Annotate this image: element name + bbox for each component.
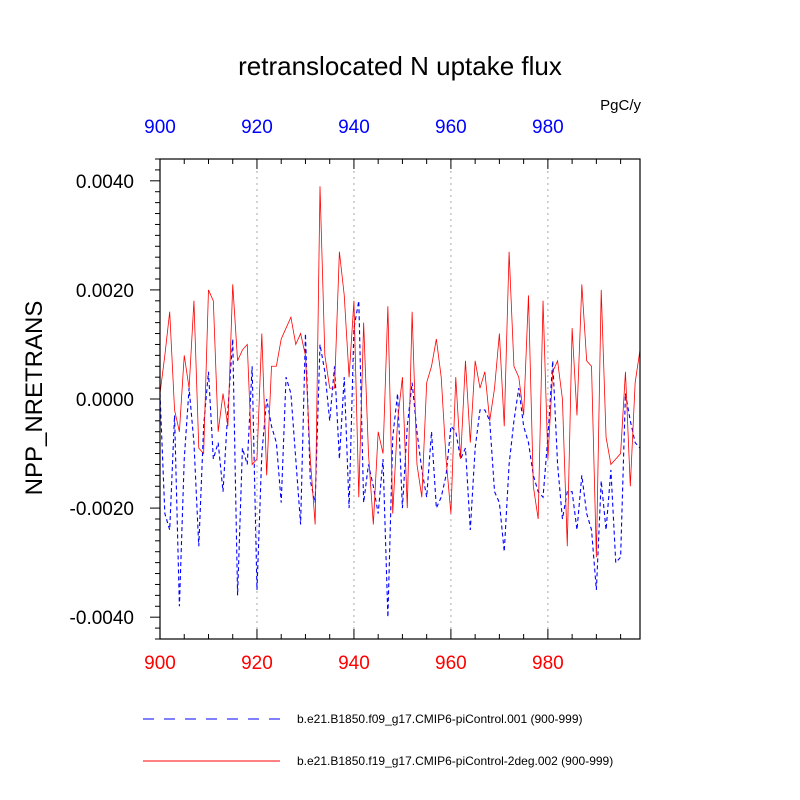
x-tick-label-top: 940 <box>338 117 370 138</box>
grid <box>256 159 549 639</box>
x-tick-label-bottom: 900 <box>144 653 176 674</box>
chart-title: retranslocated N uptake flux <box>238 51 562 81</box>
x-tick-label-top: 960 <box>435 117 467 138</box>
legend-label-2: b.e21.B1850.f19_g17.CMIP6-piControl-2deg… <box>297 754 613 768</box>
series-line-1 <box>159 300 641 618</box>
series-layer <box>159 186 641 618</box>
x-tick-label-top: 920 <box>241 117 273 138</box>
x-tick-label-bottom: 960 <box>435 653 467 674</box>
y-tick-label: 0.0040 <box>76 172 134 193</box>
axes: 900 900 920 920 940 940 960 960 980 980 -0.0040 -0.… <box>70 117 622 674</box>
series-line-2 <box>159 186 641 558</box>
legend: b.e21.B1850.f09_g17.CMIP6-piControl.001 … <box>143 712 613 768</box>
x-tick-label-top: 900 <box>144 117 176 138</box>
x-tick-label-bottom: 920 <box>241 653 273 674</box>
x-tick-label-top: 980 <box>532 117 564 138</box>
y-tick-label: -0.0040 <box>70 608 134 629</box>
units-label: PgC/y <box>600 97 641 114</box>
x-tick-label-bottom: 940 <box>338 653 370 674</box>
y-tick-label: 0.0000 <box>76 390 134 411</box>
y-tick-label: -0.0020 <box>70 499 134 520</box>
y-tick-label: 0.0020 <box>76 281 134 302</box>
x-tick-label-bottom: 980 <box>532 653 564 674</box>
y-axis-label: NPP_NRETRANS <box>21 301 48 496</box>
legend-label-1: b.e21.B1850.f09_g17.CMIP6-piControl.001 … <box>297 712 583 726</box>
